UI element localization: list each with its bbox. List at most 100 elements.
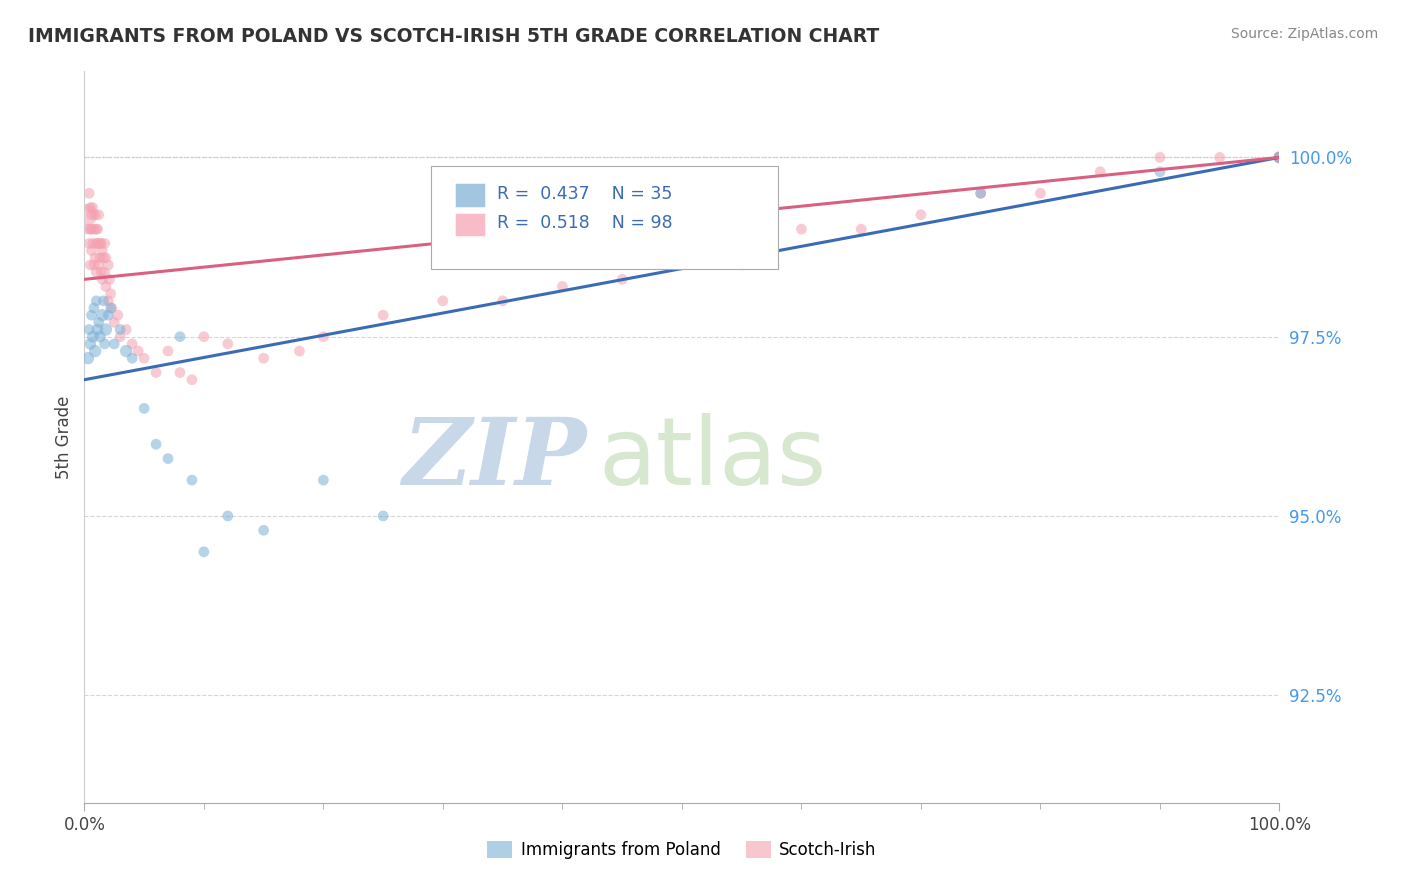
Point: [373, 508, 395, 523]
Point: [132, 401, 156, 416]
Point: [612, 272, 634, 286]
Point: [80, 244, 103, 258]
Point: [77, 351, 100, 366]
Point: [181, 473, 204, 487]
Point: [1268, 150, 1291, 164]
Text: Source: ZipAtlas.com: Source: ZipAtlas.com: [1230, 27, 1378, 41]
Point: [181, 373, 204, 387]
Point: [1268, 150, 1291, 164]
Point: [1268, 150, 1291, 164]
Point: [671, 222, 693, 236]
Point: [82, 236, 104, 251]
Point: [91, 308, 114, 322]
Point: [1209, 150, 1232, 164]
Point: [94, 251, 117, 265]
FancyBboxPatch shape: [456, 183, 485, 207]
Point: [83, 301, 105, 315]
Text: R =  0.437    N = 35: R = 0.437 N = 35: [496, 186, 672, 203]
Point: [132, 351, 156, 366]
Point: [121, 351, 143, 366]
Point: [312, 329, 335, 343]
Point: [86, 236, 108, 251]
Point: [90, 265, 112, 279]
Point: [432, 293, 454, 308]
Point: [217, 336, 239, 351]
Point: [1268, 150, 1291, 164]
Point: [83, 258, 105, 272]
Point: [1268, 150, 1291, 164]
Point: [86, 293, 108, 308]
Point: [93, 251, 115, 265]
Point: [82, 329, 104, 343]
Point: [373, 308, 395, 322]
Point: [93, 293, 115, 308]
Point: [1268, 150, 1291, 164]
Point: [82, 201, 104, 215]
Point: [127, 344, 149, 359]
Point: [100, 301, 122, 315]
Point: [77, 186, 100, 201]
Point: [851, 222, 873, 236]
Point: [1268, 150, 1291, 164]
Point: [492, 293, 515, 308]
Point: [110, 329, 132, 343]
Point: [312, 473, 335, 487]
Point: [91, 272, 114, 286]
Text: IMMIGRANTS FROM POLAND VS SCOTCH-IRISH 5TH GRADE CORRELATION CHART: IMMIGRANTS FROM POLAND VS SCOTCH-IRISH 5…: [28, 27, 879, 45]
Point: [84, 344, 107, 359]
Point: [1268, 150, 1291, 164]
Point: [169, 366, 191, 380]
Point: [731, 258, 754, 272]
Point: [1268, 150, 1291, 164]
Point: [100, 286, 122, 301]
Point: [87, 208, 110, 222]
Point: [89, 236, 111, 251]
Point: [110, 322, 132, 336]
Point: [86, 236, 108, 251]
Point: [79, 222, 101, 236]
Point: [94, 322, 117, 336]
Point: [193, 329, 215, 343]
Point: [103, 336, 125, 351]
Point: [145, 366, 167, 380]
Point: [101, 301, 124, 315]
Point: [91, 244, 114, 258]
Point: [1268, 150, 1291, 164]
Point: [77, 222, 100, 236]
FancyBboxPatch shape: [432, 167, 778, 268]
Point: [103, 315, 125, 329]
Point: [910, 208, 932, 222]
Text: atlas: atlas: [599, 413, 827, 505]
Point: [671, 258, 693, 272]
Point: [1268, 150, 1291, 164]
Point: [1149, 150, 1171, 164]
Y-axis label: 5th Grade: 5th Grade: [55, 395, 73, 479]
Point: [1268, 150, 1291, 164]
Point: [551, 279, 574, 293]
Point: [1268, 150, 1291, 164]
Point: [94, 279, 117, 293]
Point: [1268, 150, 1291, 164]
Point: [193, 545, 215, 559]
Point: [77, 322, 100, 336]
Point: [79, 258, 101, 272]
Point: [86, 222, 108, 236]
Point: [970, 186, 993, 201]
Point: [79, 336, 101, 351]
Point: [157, 451, 180, 466]
Point: [97, 293, 120, 308]
Point: [1268, 150, 1291, 164]
Point: [87, 258, 110, 272]
Point: [87, 315, 110, 329]
Point: [83, 222, 105, 236]
Point: [253, 351, 276, 366]
Point: [1268, 150, 1291, 164]
Point: [1268, 150, 1291, 164]
Point: [1268, 150, 1291, 164]
Point: [288, 344, 311, 359]
Point: [115, 344, 138, 359]
Point: [1268, 150, 1291, 164]
Point: [86, 265, 108, 279]
Point: [145, 437, 167, 451]
Point: [97, 308, 120, 322]
